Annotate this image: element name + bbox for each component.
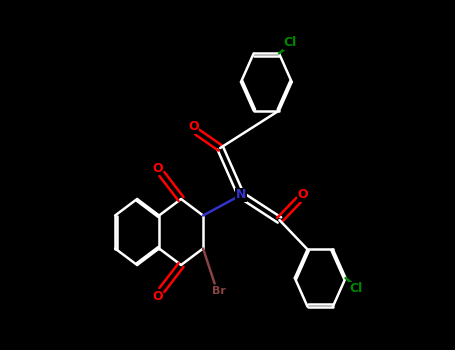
Text: N: N	[236, 189, 246, 202]
Text: O: O	[152, 289, 162, 302]
Text: O: O	[188, 120, 198, 133]
Text: Br: Br	[212, 287, 225, 296]
Text: Cl: Cl	[283, 36, 297, 49]
Text: O: O	[152, 161, 162, 175]
Text: O: O	[297, 189, 308, 202]
Text: Cl: Cl	[350, 282, 363, 295]
